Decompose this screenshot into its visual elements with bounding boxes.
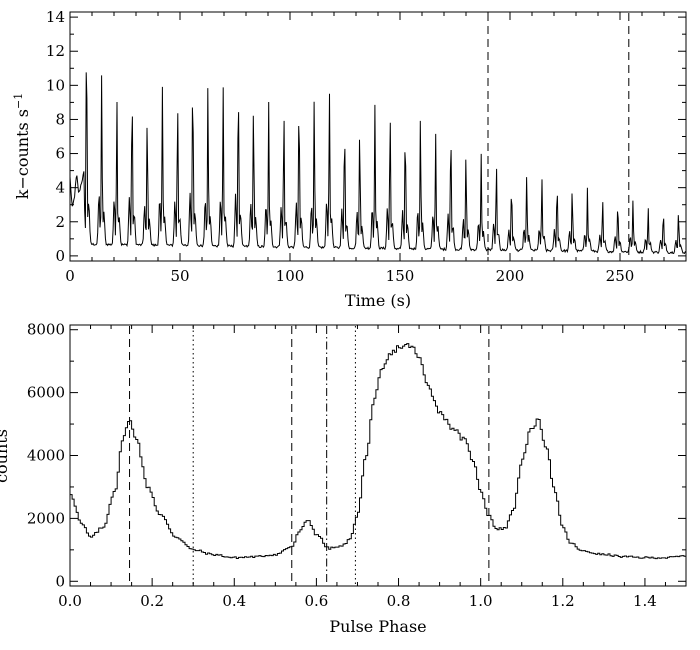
top-y-tick-label: 0: [55, 247, 65, 265]
bottom-ticks: 0.0 0.2 0.4 0.6 0.8 1.0 1.2 1.4 0 2000 4000 6000 800…: [27, 321, 686, 610]
top-ticks: 0 50 100 150 200 250 0 2 4 6 8 10 12 14: [46, 8, 686, 285]
top-reference-lines: [487, 13, 630, 260]
top-y-tick-label: 2: [55, 213, 65, 231]
top-y-axis-label: k−counts s−1: [12, 93, 33, 199]
top-y-axis-label-main: k−counts s: [13, 109, 32, 199]
bottom-x-tick-label: 0.6: [304, 592, 328, 610]
top-y-axis-label-exponent: −1: [12, 93, 25, 109]
bottom-x-tick-label: 1.0: [469, 592, 493, 610]
light-curve-series: [69, 72, 687, 255]
top-x-axis-label: Time (s): [345, 291, 411, 310]
top-x-tick-label: 0: [65, 267, 75, 285]
bottom-plot-frame: [69, 324, 687, 587]
pulse-profile-series: [70, 343, 686, 560]
bottom-x-tick-label: 0.2: [140, 592, 164, 610]
bottom-pulse-profile-panel: 0.0 0.2 0.4 0.6 0.8 1.0 1.2 1.4 0 2000 4000 6000 800…: [0, 321, 687, 636]
bottom-x-tick-label: 0.8: [387, 592, 411, 610]
bottom-x-tick-label: 0.0: [58, 592, 82, 610]
top-y-tick-label: 12: [46, 42, 65, 60]
top-x-tick-label: 50: [170, 267, 189, 285]
top-y-tick-label: 8: [55, 110, 65, 128]
top-y-tick-label: 6: [55, 145, 65, 163]
top-x-tick-label: 200: [496, 267, 525, 285]
bottom-y-tick-label: 0: [55, 572, 65, 590]
bottom-y-axis-label: counts: [0, 429, 11, 483]
top-x-tick-label: 150: [386, 267, 415, 285]
bottom-x-tick-label: 1.4: [633, 592, 657, 610]
bottom-x-tick-label: 1.2: [551, 592, 575, 610]
top-y-tick-label: 10: [46, 76, 65, 94]
bottom-y-tick-label: 8000: [27, 321, 65, 339]
top-x-tick-label: 250: [606, 267, 635, 285]
bottom-reference-lines: [129, 326, 490, 585]
top-x-tick-label: 100: [276, 267, 305, 285]
bottom-y-tick-label: 4000: [27, 447, 65, 465]
bottom-x-axis-label: Pulse Phase: [329, 617, 426, 636]
top-light-curve-panel: 0 50 100 150 200 250 0 2 4 6 8 10 12 14 Time (s) k−co…: [12, 8, 687, 310]
top-y-tick-label: 14: [46, 8, 65, 26]
bottom-y-tick-label: 2000: [27, 509, 65, 527]
bottom-y-tick-label: 6000: [27, 384, 65, 402]
top-y-tick-label: 4: [55, 179, 65, 197]
bottom-x-tick-label: 0.4: [222, 592, 246, 610]
